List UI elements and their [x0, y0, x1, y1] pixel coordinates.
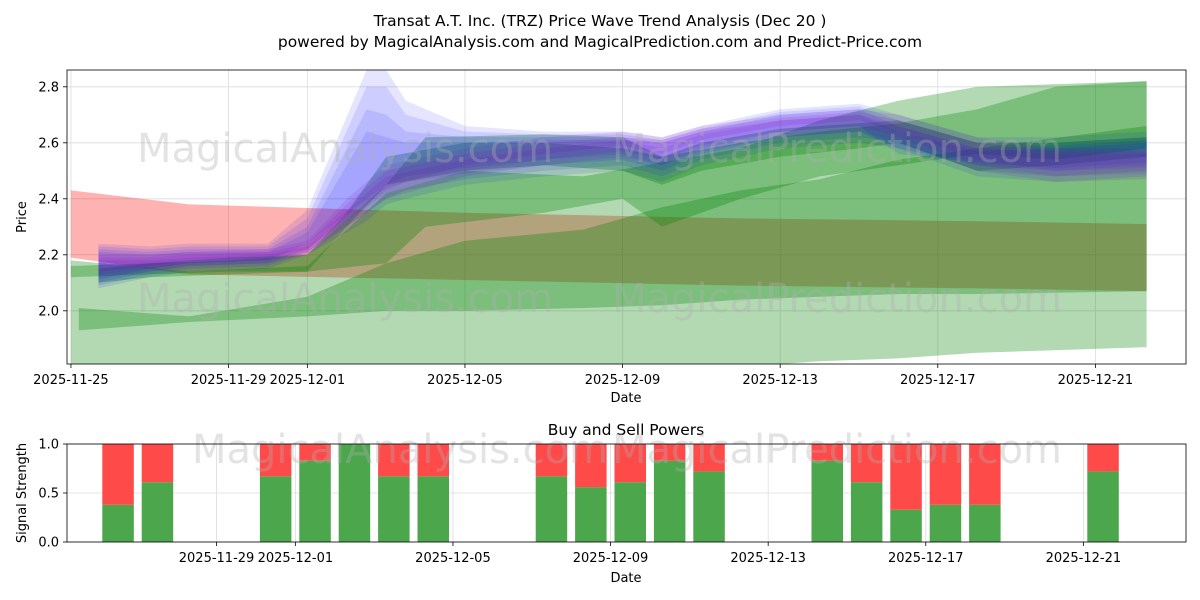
buy-power-bar — [417, 476, 449, 542]
buy-power-bar — [693, 471, 725, 542]
price-y-tick-label: 2.8 — [38, 80, 59, 95]
price-y-tick-label: 2.0 — [38, 304, 59, 319]
buy-power-bar — [811, 460, 843, 542]
buy-power-bar — [141, 482, 174, 542]
buy-power-bar — [614, 482, 646, 542]
green-wave-band — [70, 81, 1147, 278]
watermark-analysis: MagicalAnalysis.com — [137, 126, 553, 172]
buy-power-bar — [1087, 471, 1119, 542]
sell-power-bar — [417, 444, 449, 477]
signal-plot: Buy and Sell Powers MagicalAnalysis.com … — [15, 421, 1187, 586]
price-plot: MagicalAnalysis.com MagicalPrediction.co… — [15, 69, 1187, 406]
buy-power-bar — [259, 476, 292, 542]
sell-power-bar — [693, 444, 725, 472]
sell-power-bar — [811, 444, 843, 461]
price-x-tick-label: 2025-11-29 — [191, 373, 267, 388]
signal-x-tick-label: 2025-12-01 — [258, 551, 334, 566]
sell-power-bar — [535, 444, 568, 477]
watermark-prediction: MagicalPrediction.com — [612, 427, 1062, 473]
price-x-tick-label: 2025-12-01 — [270, 373, 346, 388]
sell-power-bar — [969, 444, 1001, 505]
watermark-prediction: MagicalPrediction.com — [612, 126, 1062, 172]
price-x-tick-label: 2025-12-21 — [1058, 373, 1134, 388]
price-watermarks: MagicalAnalysis.com MagicalPrediction.co… — [137, 126, 1062, 322]
price-bands — [70, 70, 1147, 364]
sell-power-bar — [299, 444, 331, 461]
watermark-prediction: MagicalPrediction.com — [612, 276, 1062, 322]
sell-power-bar — [259, 444, 292, 477]
signal-x-ticks: 2025-11-29 2025-12-01 2025-12-05 2025-12-09… — [179, 542, 1121, 566]
signal-x-tick-label: 2025-12-05 — [415, 551, 491, 566]
watermark-analysis: MagicalAnalysis.com — [137, 276, 553, 322]
green-wave-band — [70, 81, 1147, 364]
sell-power-bar — [929, 444, 962, 505]
buy-power-bar — [929, 504, 962, 542]
chart-title: Transat A.T. Inc. (TRZ) Price Wave Trend… — [373, 12, 827, 30]
purple-wave-band — [98, 112, 1147, 275]
price-x-tick-label: 2025-11-25 — [33, 373, 109, 388]
price-x-ticks: 2025-11-25 2025-11-29 2025-12-01 2025-12-05… — [33, 364, 1133, 388]
buy-power-bar — [378, 476, 410, 542]
price-y-tick-label: 2.6 — [38, 136, 59, 151]
price-x-tick-label: 2025-12-17 — [900, 373, 976, 388]
price-y-ticks: 2.0 2.2 2.4 2.6 2.8 — [38, 80, 67, 319]
sell-power-bar — [575, 444, 607, 488]
chart-subtitle: powered by MagicalAnalysis.com and Magic… — [278, 33, 922, 51]
price-plot-frame — [66, 69, 1187, 365]
signal-x-tick-label: 2025-11-29 — [179, 551, 255, 566]
buy-power-bar — [850, 482, 883, 542]
buy-power-bar — [102, 504, 134, 542]
buy-power-bar — [890, 509, 922, 542]
price-x-tick-label: 2025-12-05 — [427, 373, 503, 388]
green-wave-band — [98, 120, 1147, 283]
signal-bars — [102, 444, 1119, 542]
blue-wave-band — [98, 109, 1147, 283]
sell-power-bar — [378, 444, 410, 477]
signal-y-tick-label: 1.0 — [38, 438, 59, 453]
sell-power-bar — [850, 444, 883, 483]
signal-x-tick-label: 2025-12-21 — [1046, 551, 1122, 566]
sell-power-bar — [141, 444, 174, 483]
price-y-tick-label: 2.2 — [38, 248, 59, 263]
price-x-label: Date — [610, 391, 641, 406]
signal-y-tick-label: 0.0 — [38, 536, 59, 551]
buy-power-bar — [299, 460, 331, 542]
buy-power-bar — [653, 460, 686, 542]
red-wave-band — [70, 190, 1147, 292]
sell-power-bar — [1087, 444, 1119, 472]
signal-x-tick-label: 2025-12-17 — [888, 551, 964, 566]
price-y-label: Price — [15, 201, 30, 233]
purple-wave-band — [98, 109, 1147, 278]
buy-power-bar — [575, 487, 607, 542]
buy-power-bar — [969, 504, 1001, 542]
blue-wave-band — [98, 86, 1147, 286]
signal-y-tick-label: 0.5 — [38, 487, 59, 502]
sell-power-bar — [614, 444, 646, 483]
signal-y-label: Signal Strength — [15, 443, 30, 543]
sell-power-bar — [653, 444, 686, 461]
signal-x-tick-label: 2025-12-13 — [730, 551, 806, 566]
price-x-tick-label: 2025-12-13 — [742, 373, 818, 388]
signal-y-ticks: 0.0 0.5 1.0 — [38, 438, 67, 551]
signal-x-label: Date — [610, 571, 641, 586]
blue-wave-band — [98, 114, 1147, 280]
price-x-tick-label: 2025-12-09 — [585, 373, 661, 388]
buy-power-bar — [338, 444, 371, 542]
blue-wave-band — [98, 70, 1147, 289]
watermark-analysis: MagicalAnalysis.com — [192, 427, 608, 473]
price-grid — [67, 70, 1186, 364]
signal-x-tick-label: 2025-12-09 — [573, 551, 649, 566]
buy-power-bar — [535, 476, 568, 542]
sell-power-bar — [102, 444, 134, 505]
signal-watermarks: MagicalAnalysis.com MagicalPrediction.co… — [192, 427, 1062, 473]
price-y-tick-label: 2.4 — [38, 192, 59, 207]
signal-title: Buy and Sell Powers — [548, 421, 705, 439]
sell-power-bar — [890, 444, 922, 510]
green-wave-band — [78, 126, 1147, 331]
